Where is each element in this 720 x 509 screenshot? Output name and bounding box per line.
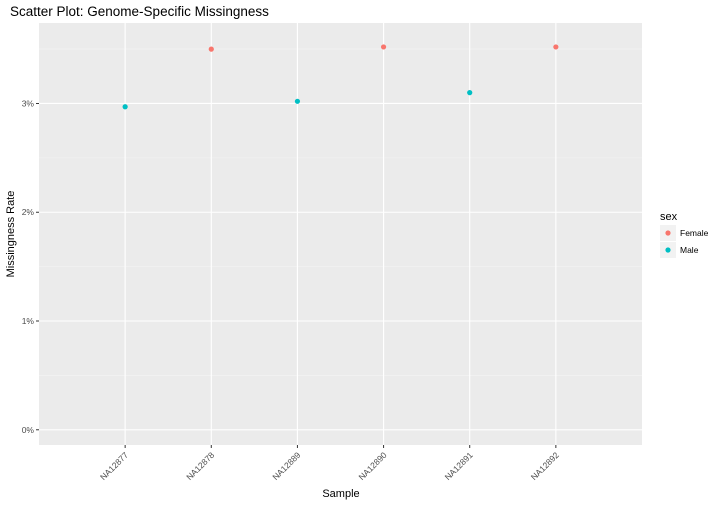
x-axis-label: Sample (322, 488, 359, 500)
legend-label: Male (680, 245, 699, 255)
legend-label: Female (680, 228, 709, 238)
y-axis-label: Missingness Rate (5, 191, 17, 278)
legend-title: sex (660, 211, 678, 223)
chart-title: Scatter Plot: Genome-Specific Missingnes… (10, 4, 269, 19)
plot-panel (39, 23, 642, 445)
data-point (380, 44, 387, 50)
legend-swatch (665, 230, 671, 236)
data-point (294, 98, 301, 104)
data-point (208, 46, 214, 52)
plot-area: 0%1%2%3%NA12877 NA12878 NA12889 NA12890 NA12… (22, 23, 642, 482)
y-tick-label: 1% (22, 316, 35, 326)
data-point (122, 104, 128, 110)
legend-swatch (665, 247, 671, 253)
data-point (467, 90, 473, 96)
y-tick-label: 0% (22, 425, 35, 435)
data-point (553, 44, 559, 50)
y-tick-label: 2% (22, 207, 35, 217)
y-tick-label: 3% (22, 98, 35, 108)
